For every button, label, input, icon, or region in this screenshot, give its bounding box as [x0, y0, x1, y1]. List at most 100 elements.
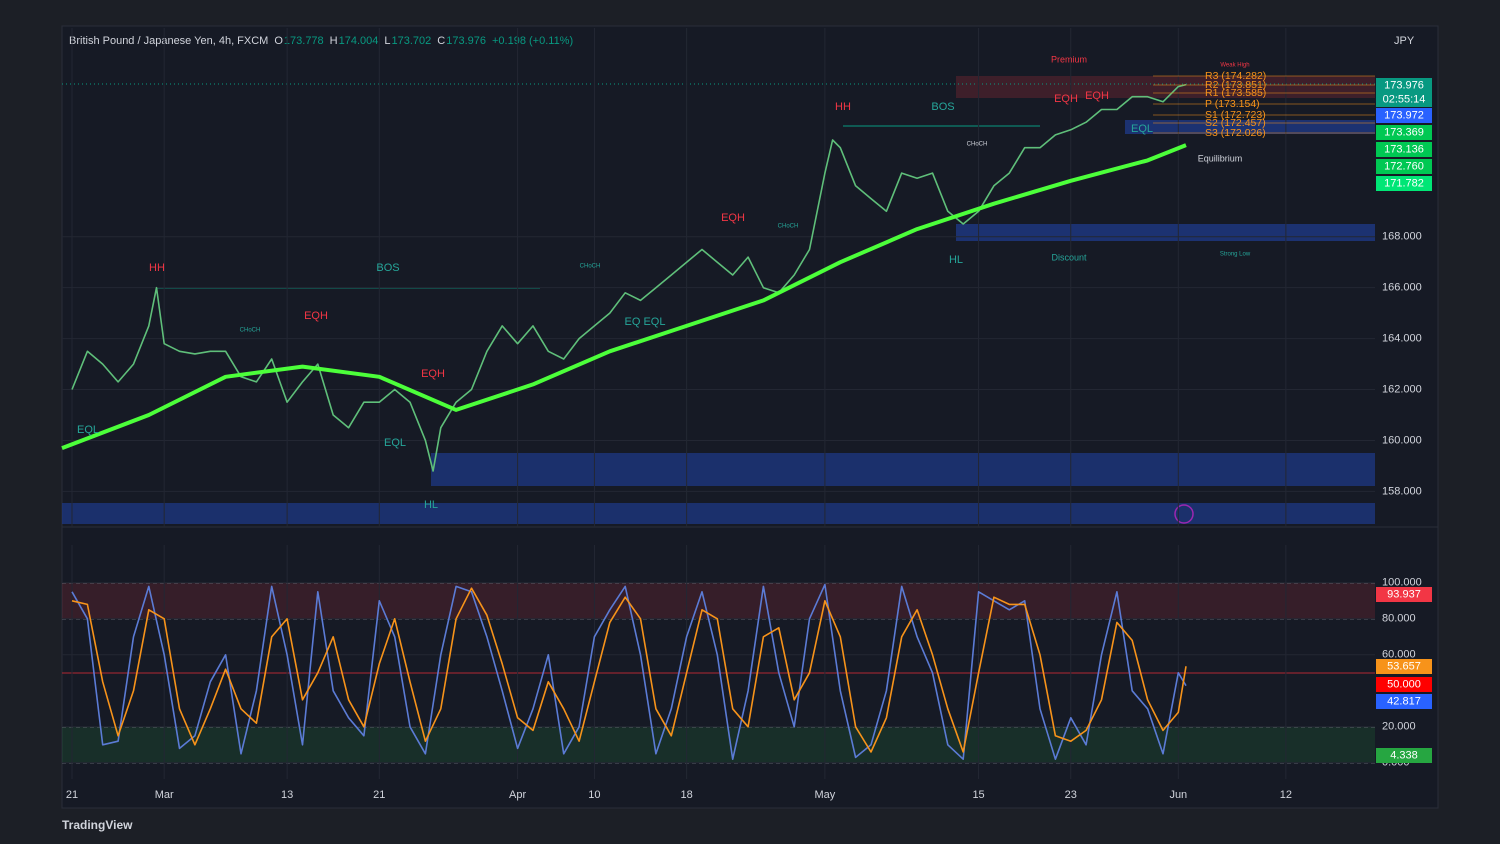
price-tag [1376, 659, 1432, 674]
annotation: EQH [421, 368, 445, 380]
change: +0.198 (+0.11%) [492, 35, 573, 47]
annotation: CHoCH [580, 264, 601, 270]
chart-pane [61, 25, 1439, 809]
price-tag [1376, 748, 1432, 763]
y-tick-label: 80.000 [1382, 613, 1416, 625]
ohlc-value: 173.976 [446, 35, 486, 47]
demand-zone [62, 503, 1375, 524]
x-tick-label: 18 [680, 789, 692, 801]
price-tag-label: 173.972 [1384, 109, 1424, 121]
y-tick-label: 166.000 [1382, 282, 1422, 294]
pivot-label: S1 (172.723) [1205, 109, 1266, 121]
x-tick-label: 12 [1280, 789, 1292, 801]
x-tick-label: Apr [509, 789, 526, 801]
ohlc-key: C [437, 35, 445, 47]
pivot-label: S3 (172.026) [1205, 127, 1266, 139]
price-tag-label: 173.136 [1384, 143, 1424, 155]
pivot-label: S2 (172.457) [1205, 117, 1266, 129]
y-tick-label: 100.000 [1382, 577, 1422, 589]
annotation: CHoCH [240, 328, 261, 334]
price-tag-label: 172.760 [1384, 160, 1424, 172]
price-tag [1376, 142, 1432, 157]
y-tick-label: 158.000 [1382, 485, 1422, 497]
series-line [71, 587, 1187, 753]
pivot-label: P (173.154) [1205, 98, 1260, 110]
brand: TradingView [62, 818, 133, 832]
annotation: EQH [304, 310, 328, 322]
y-tick-label: 20.000 [1382, 721, 1416, 733]
price-tag-label: 42.817 [1387, 695, 1421, 707]
annotation: EQH [721, 212, 745, 224]
ohlc-value: 174.004 [339, 35, 379, 47]
pivot-label: R2 (173.851) [1205, 79, 1266, 91]
series-line [71, 83, 1187, 472]
annotation: EQL [77, 424, 99, 436]
annotation: HH [835, 101, 851, 113]
x-tick-label: 13 [281, 789, 293, 801]
discount-zone [956, 224, 1375, 241]
annotation: BOS [376, 262, 399, 274]
annotation: EQH [1085, 90, 1109, 102]
annotation: HL [424, 499, 438, 511]
x-tick-label: May [815, 789, 836, 801]
y-tick-label: 160.000 [1382, 434, 1422, 446]
price-tag-label: 171.782 [1384, 177, 1424, 189]
price-tag [1376, 677, 1432, 692]
ohlc-key: H [330, 35, 338, 47]
price-tag [1376, 108, 1432, 123]
alert-icon[interactable] [1174, 504, 1194, 524]
price-tag [1376, 694, 1432, 709]
ohlc-key: O [274, 35, 283, 47]
ohlc-value: 173.778 [284, 35, 324, 47]
countdown-tag [1376, 92, 1432, 107]
price-tag [1376, 587, 1432, 602]
y-tick-label: 162.000 [1382, 383, 1422, 395]
price-tag [1376, 78, 1432, 93]
demand-zone [431, 453, 1375, 486]
annotation: BOS [931, 101, 954, 113]
currency: JPY [1394, 35, 1415, 47]
ohlc-key: L [384, 35, 390, 47]
annotation: CHoCH [967, 142, 988, 148]
price-tag-label: 50.000 [1387, 678, 1421, 690]
price-tag [1376, 176, 1432, 191]
price-tag-label: 93.937 [1387, 588, 1421, 600]
pivot-label: R3 (174.282) [1205, 70, 1266, 82]
x-tick-label: 15 [972, 789, 984, 801]
overbought-band [62, 583, 1375, 619]
price-tag-label: 173.976 [1384, 79, 1424, 91]
ohlc-value: 173.702 [392, 35, 432, 47]
x-tick-label: 21 [66, 789, 78, 801]
annotation: Strong Low [1220, 252, 1251, 258]
y-tick-label: 168.000 [1382, 231, 1422, 243]
annotation: Equilibrium [1198, 153, 1243, 163]
y-tick-label: 60.000 [1382, 649, 1416, 661]
x-tick-label: 21 [373, 789, 385, 801]
annotation: Weak High [1220, 63, 1249, 69]
series-line [61, 143, 1187, 450]
annotation: HL [949, 254, 963, 266]
series-line [71, 583, 1187, 760]
annotation: EQH [1054, 93, 1078, 105]
premium-zone [956, 76, 1375, 98]
price-tag [1376, 159, 1432, 174]
x-tick-label: 23 [1065, 789, 1077, 801]
x-tick-label: Jun [1169, 789, 1187, 801]
annotation: Premium [1051, 54, 1087, 64]
annotation: EQL [384, 437, 406, 449]
x-tick-label: Mar [155, 789, 174, 801]
price-tag-label: 4.338 [1390, 749, 1418, 761]
y-tick-label: 164.000 [1382, 333, 1422, 345]
symbol-title: British Pound / Japanese Yen, 4h, FXCM [69, 35, 268, 47]
annotation: EQL [1131, 123, 1153, 135]
countdown: 02:55:14 [1383, 93, 1426, 105]
annotation: HH [149, 262, 165, 274]
annotation: Discount [1051, 252, 1087, 262]
price-tag-label: 173.369 [1384, 126, 1424, 138]
price-tag [1376, 125, 1432, 140]
x-tick-label: 10 [588, 789, 600, 801]
annotation: CHoCH [778, 224, 799, 230]
annotation: EQ EQL [625, 316, 666, 328]
pivot-label: R1 (173.585) [1205, 87, 1266, 99]
